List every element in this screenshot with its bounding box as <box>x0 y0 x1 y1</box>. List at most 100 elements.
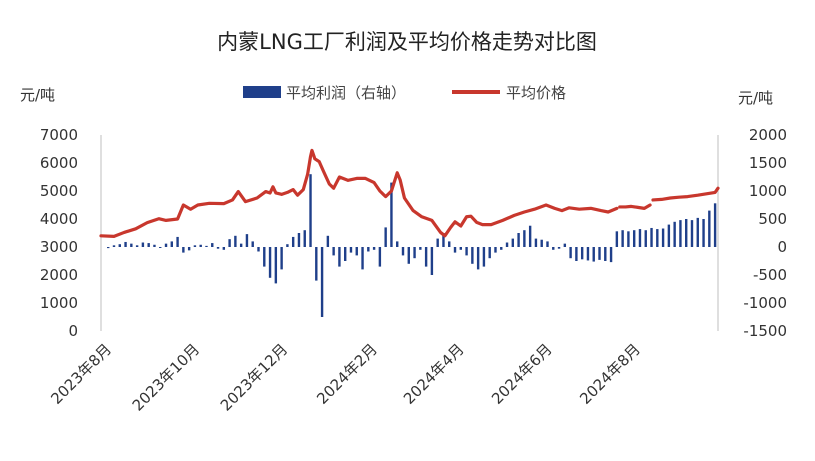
right-tick-label: -1500 <box>743 322 787 340</box>
right-tick-label: -1000 <box>743 294 787 312</box>
profit-bar <box>130 243 133 247</box>
tick-labels: 01000200030004000500060007000-1500-1000-… <box>40 126 787 415</box>
x-tick-label: 2023年10月 <box>129 340 203 414</box>
profit-bar <box>176 236 179 247</box>
profit-bar <box>187 247 191 251</box>
profit-bar <box>650 227 653 247</box>
profit-bar <box>239 243 243 247</box>
profit-bar <box>326 235 330 247</box>
profit-bar <box>141 242 145 247</box>
profit-bar <box>268 247 272 278</box>
x-tick-label: 2024年8月 <box>576 340 644 408</box>
left-tick-label: 2000 <box>40 266 78 284</box>
profit-bar <box>476 247 480 270</box>
profit-bar <box>390 182 393 247</box>
profit-bar <box>713 203 717 247</box>
profit-bar <box>193 245 197 247</box>
price-line <box>99 148 720 238</box>
profit-bar <box>216 247 220 249</box>
profit-bar <box>638 229 642 247</box>
profit-bar <box>632 230 636 247</box>
profit-bar <box>679 220 682 247</box>
profit-bar <box>413 247 416 259</box>
profit-bar <box>222 247 226 250</box>
profit-bar <box>546 241 549 247</box>
profit-bar <box>448 241 451 247</box>
profit-bar <box>690 220 694 247</box>
profit-bar <box>367 247 370 252</box>
profit-bar <box>349 247 353 253</box>
right-tick-label: -500 <box>753 266 787 284</box>
profit-bar <box>297 233 301 247</box>
profit-bar <box>263 247 266 267</box>
right-tick-label: 1000 <box>749 182 787 200</box>
profit-bar <box>563 243 567 247</box>
x-tick-label: 2023年8月 <box>47 340 115 408</box>
profit-bar <box>355 247 358 256</box>
profit-bar <box>627 231 630 247</box>
profit-bar <box>575 247 578 261</box>
profit-bar <box>511 238 515 247</box>
profit-bar <box>685 219 688 247</box>
profit-bar <box>384 227 387 247</box>
legend-line-label: 平均价格 <box>506 84 566 102</box>
profit-bar <box>315 247 318 281</box>
profit-bar <box>401 247 405 256</box>
x-tick-label: 2024年6月 <box>488 340 556 408</box>
x-tick-label: 2024年4月 <box>400 340 468 408</box>
profit-bar <box>557 247 561 249</box>
profit-bar <box>661 228 665 247</box>
profit-bar <box>488 247 491 259</box>
profit-bar <box>211 243 214 247</box>
profit-bar <box>251 241 254 247</box>
profit-bar <box>257 247 260 252</box>
x-tick-label: 2023年12月 <box>217 340 291 414</box>
axes <box>100 135 719 331</box>
profit-bar <box>291 236 295 247</box>
profit-bar <box>482 247 486 267</box>
left-tick-label: 5000 <box>40 182 78 200</box>
price-line-segment <box>651 186 720 202</box>
profit-bar <box>673 221 676 247</box>
profit-bar <box>280 247 283 270</box>
profit-bar <box>528 225 532 247</box>
profit-bar <box>494 247 497 253</box>
profit-bar <box>361 247 364 270</box>
x-tick-label: 2024年2月 <box>313 340 381 408</box>
chart-title: 内蒙LNG工厂利润及平均价格走势对比图 <box>217 30 597 54</box>
left-tick-label: 3000 <box>40 238 78 256</box>
left-tick-label: 1000 <box>40 294 78 312</box>
right-tick-label: 0 <box>777 238 787 256</box>
profit-bar <box>159 247 162 248</box>
profit-bar <box>621 230 624 247</box>
profit-bar <box>540 239 543 247</box>
profit-bar <box>309 174 312 247</box>
profit-bar <box>135 245 139 247</box>
profit-bar <box>708 210 711 247</box>
profit-bar <box>517 233 520 247</box>
profit-bar <box>500 247 503 250</box>
profit-bar <box>569 247 572 259</box>
profit-bar <box>124 241 127 247</box>
profit-bar <box>228 239 231 247</box>
profit-bar <box>453 247 457 253</box>
legend-bar-swatch <box>243 86 281 98</box>
profit-bar <box>505 242 509 247</box>
profit-bar <box>604 247 607 261</box>
left-axis-unit: 元/吨 <box>20 86 55 104</box>
profit-bar <box>320 247 324 317</box>
profit-bar <box>436 238 439 247</box>
profit-bar <box>702 219 705 247</box>
profit-bar <box>459 247 462 250</box>
profit-bar <box>592 247 595 262</box>
right-axis-unit: 元/吨 <box>738 89 773 107</box>
profit-bar <box>424 247 428 267</box>
profit-bar <box>303 230 306 247</box>
profit-bar <box>234 235 237 247</box>
profit-bar <box>609 247 613 263</box>
profit-bar <box>419 247 422 250</box>
profit-bar <box>332 247 335 256</box>
profit-bar <box>372 247 376 250</box>
